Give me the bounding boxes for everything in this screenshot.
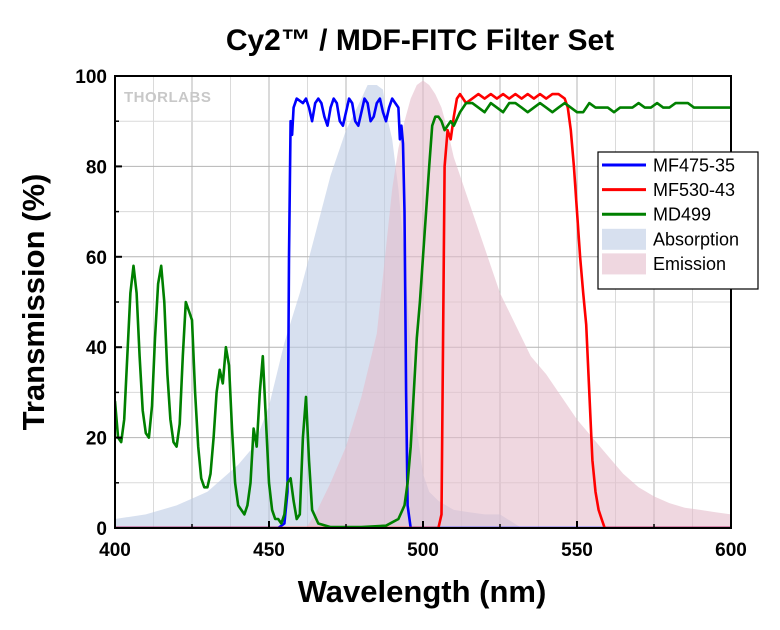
y-tick-label: 40	[86, 338, 107, 359]
legend-swatch	[602, 253, 646, 275]
y-tick-label: 0	[96, 519, 107, 540]
series-line-mf475-35	[115, 97, 731, 528]
chart-title: Cy2™ / MDF-FITC Filter Set	[226, 24, 614, 57]
x-tick-label: 400	[99, 540, 131, 561]
legend-label: MF475-35	[653, 156, 735, 176]
y-tick-label: 80	[86, 157, 107, 178]
legend-label: MD499	[653, 205, 711, 225]
plot-area: THORLABS 400 450 500 550 600 0 20 40 60 80 100 MF475…	[75, 67, 759, 561]
x-tick-label: 450	[253, 540, 285, 561]
legend-label: Emission	[653, 254, 726, 274]
x-tick-label: 550	[561, 540, 593, 561]
series-line-mf530-43	[115, 92, 731, 528]
y-tick-label: 60	[86, 248, 107, 269]
series-area-absorption	[115, 85, 522, 528]
watermark-logo: THORLABS	[124, 89, 211, 106]
legend-label: MF530-43	[653, 180, 735, 200]
y-tick-label: 20	[86, 429, 107, 450]
x-tick-label: 600	[715, 540, 747, 561]
y-tick-label: 100	[75, 67, 107, 88]
legend-label: Absorption	[653, 229, 739, 249]
y-axis-label: Transmission (%)	[16, 174, 51, 431]
series-line-md499	[115, 101, 731, 528]
x-axis-label: Wavelength (nm)	[298, 574, 547, 609]
x-tick-label: 500	[407, 540, 439, 561]
legend-swatch	[602, 228, 646, 250]
